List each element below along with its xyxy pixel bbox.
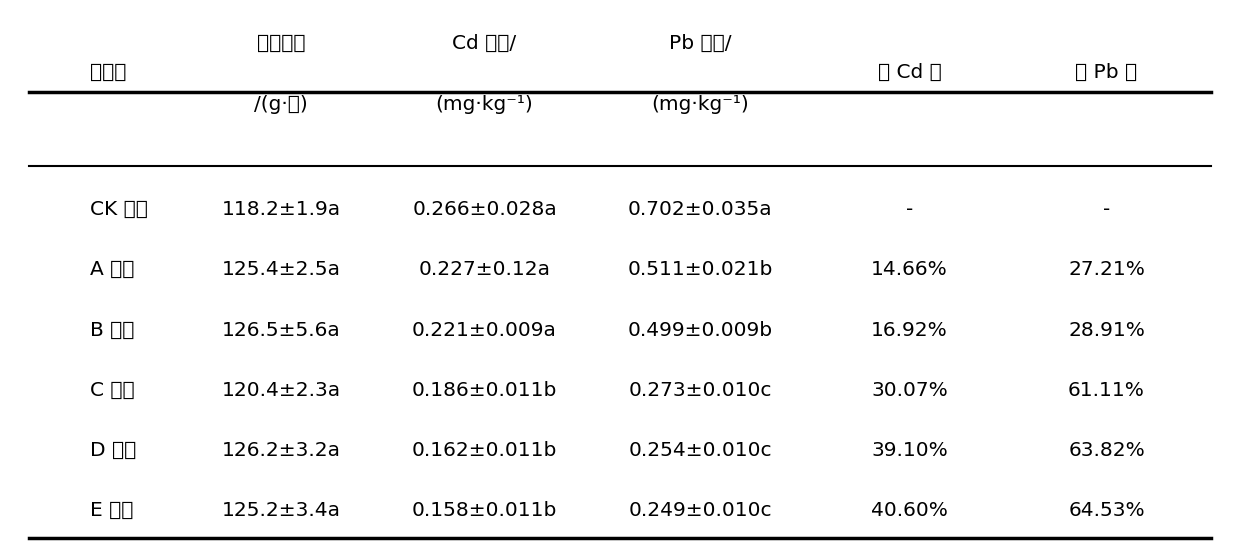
Text: 0.702±0.035a: 0.702±0.035a <box>627 200 773 219</box>
Text: 0.186±0.011b: 0.186±0.011b <box>412 381 557 400</box>
Text: 61.11%: 61.11% <box>1068 381 1145 400</box>
Text: 125.4±2.5a: 125.4±2.5a <box>222 260 341 279</box>
Text: 平均鲜重: 平均鲜重 <box>257 34 305 53</box>
Text: 126.2±3.2a: 126.2±3.2a <box>222 441 341 460</box>
Text: 64.53%: 64.53% <box>1068 502 1145 520</box>
Text: 27.21%: 27.21% <box>1068 260 1145 279</box>
Text: /(g·株): /(g·株) <box>254 95 309 113</box>
Text: (mg·kg⁻¹): (mg·kg⁻¹) <box>651 95 749 113</box>
Text: 0.254±0.010c: 0.254±0.010c <box>629 441 771 460</box>
Text: 降 Pb 率: 降 Pb 率 <box>1075 63 1137 82</box>
Text: 39.10%: 39.10% <box>870 441 947 460</box>
Text: C 处理: C 处理 <box>91 381 135 400</box>
Text: -: - <box>1102 200 1110 219</box>
Text: 0.249±0.010c: 0.249±0.010c <box>629 502 771 520</box>
Text: 63.82%: 63.82% <box>1068 441 1145 460</box>
Text: 0.266±0.028a: 0.266±0.028a <box>412 200 557 219</box>
Text: D 处理: D 处理 <box>91 441 136 460</box>
Text: -: - <box>905 200 913 219</box>
Text: 0.273±0.010c: 0.273±0.010c <box>629 381 771 400</box>
Text: 40.60%: 40.60% <box>870 502 947 520</box>
Text: 0.227±0.12a: 0.227±0.12a <box>419 260 551 279</box>
Text: B 处理: B 处理 <box>91 320 135 340</box>
Text: A 处理: A 处理 <box>91 260 135 279</box>
Text: 0.499±0.009b: 0.499±0.009b <box>627 320 773 340</box>
Text: 0.162±0.011b: 0.162±0.011b <box>412 441 557 460</box>
Text: CK 处理: CK 处理 <box>91 200 149 219</box>
Text: 16.92%: 16.92% <box>870 320 947 340</box>
Text: 118.2±1.9a: 118.2±1.9a <box>222 200 341 219</box>
Text: 0.221±0.009a: 0.221±0.009a <box>412 320 557 340</box>
Text: Cd 含量/: Cd 含量/ <box>453 34 517 53</box>
Text: Pb 含量/: Pb 含量/ <box>668 34 732 53</box>
Text: (mg·kg⁻¹): (mg·kg⁻¹) <box>435 95 533 113</box>
Text: 30.07%: 30.07% <box>870 381 947 400</box>
Text: 126.5±5.6a: 126.5±5.6a <box>222 320 341 340</box>
Text: 0.158±0.011b: 0.158±0.011b <box>412 502 557 520</box>
Text: 各处理: 各处理 <box>91 63 126 82</box>
Text: E 处理: E 处理 <box>91 502 134 520</box>
Text: 0.511±0.021b: 0.511±0.021b <box>627 260 773 279</box>
Text: 120.4±2.3a: 120.4±2.3a <box>222 381 341 400</box>
Text: 降 Cd 率: 降 Cd 率 <box>878 63 941 82</box>
Text: 14.66%: 14.66% <box>870 260 947 279</box>
Text: 125.2±3.4a: 125.2±3.4a <box>222 502 341 520</box>
Text: 28.91%: 28.91% <box>1068 320 1145 340</box>
